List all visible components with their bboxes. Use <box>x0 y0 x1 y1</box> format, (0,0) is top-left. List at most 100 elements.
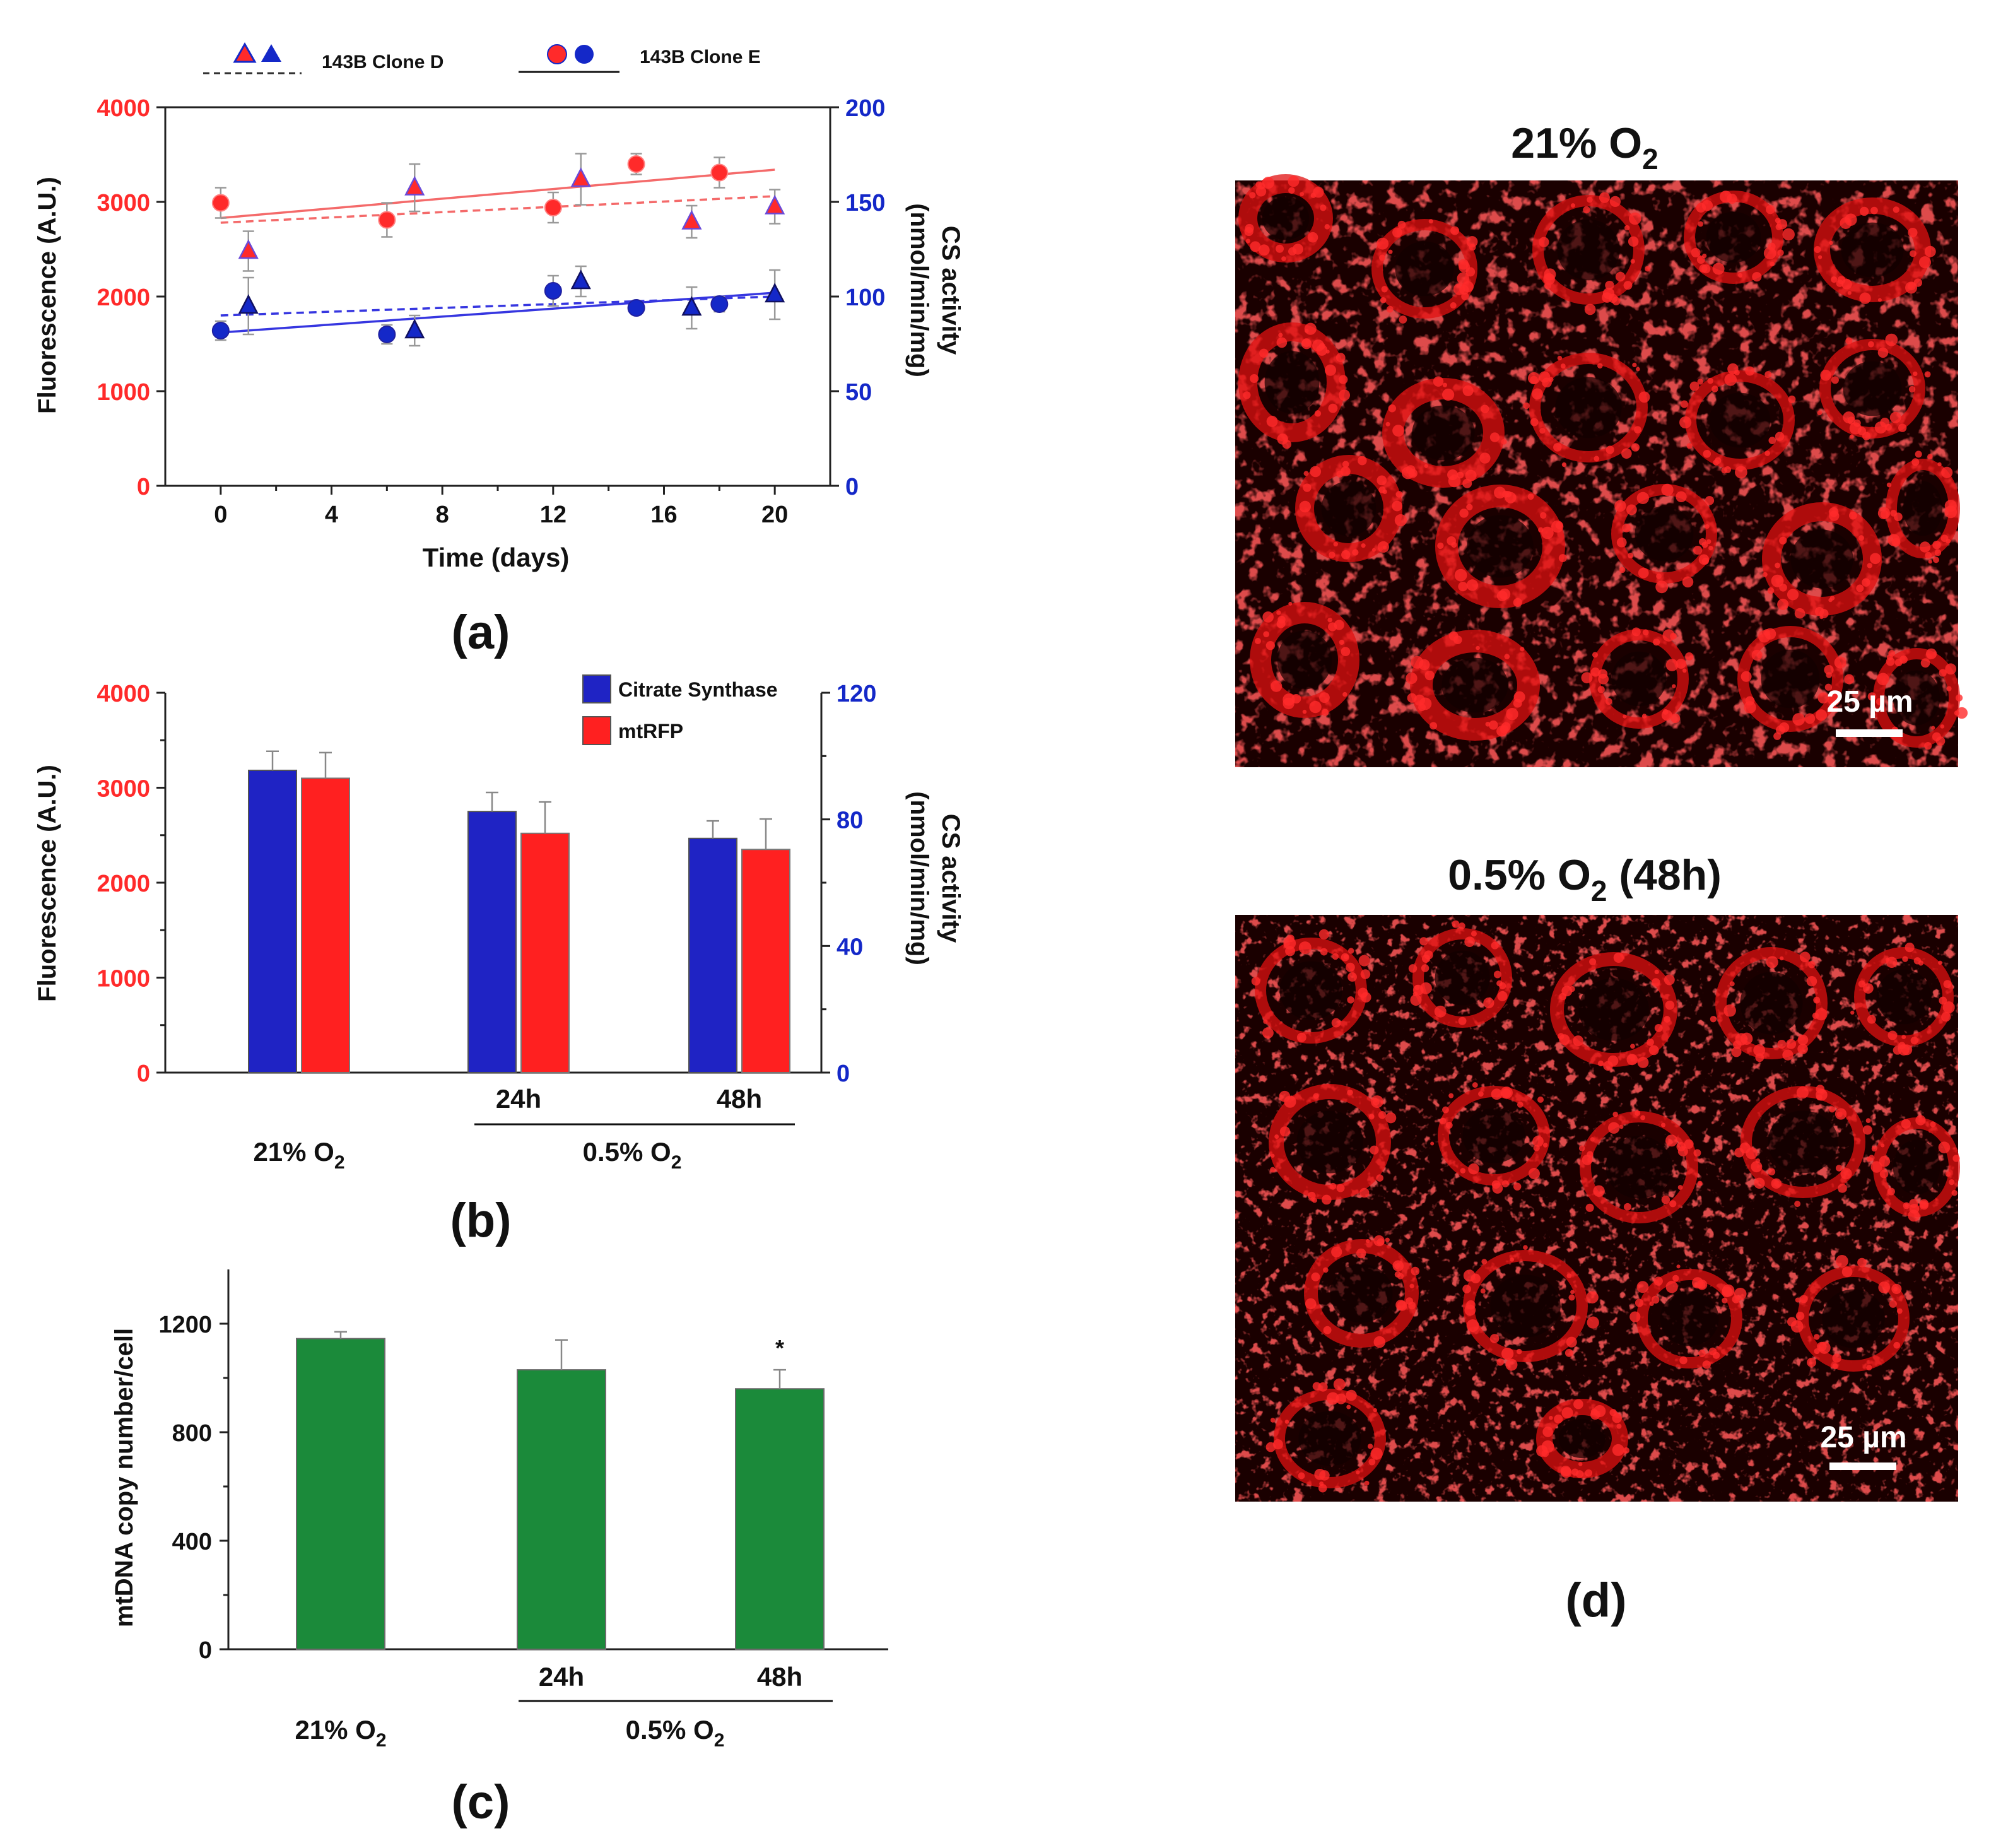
mito-dot <box>1635 1298 1644 1307</box>
mito-dot <box>1797 1044 1808 1054</box>
cell-nucleus <box>1262 196 1310 240</box>
mito-dot <box>1606 445 1614 454</box>
mito-dot <box>1583 206 1590 214</box>
mito-dot <box>1489 1334 1500 1343</box>
mito-dot <box>1697 1180 1703 1186</box>
mito-dot <box>1630 1044 1635 1049</box>
mito-dot <box>1341 550 1351 560</box>
mito-dot <box>1397 220 1406 229</box>
mito-dot <box>1807 1357 1817 1367</box>
mito-dot <box>1867 563 1872 568</box>
mito-dot <box>1779 956 1784 961</box>
mito-dot <box>1710 1016 1717 1023</box>
mito-dot <box>1392 227 1402 238</box>
mito-dot <box>1652 978 1660 987</box>
mito-dot <box>1952 1155 1960 1162</box>
mito-dot <box>1358 987 1368 998</box>
scale-bar-label-hypoxia: 25 µm <box>1820 1421 1906 1454</box>
mito-dot <box>1496 1358 1504 1366</box>
mito-dot <box>1945 663 1957 675</box>
mito-dot <box>1758 630 1771 643</box>
mito-dot <box>1298 941 1312 955</box>
mito-dot <box>1696 1280 1708 1290</box>
mito-dot <box>1310 192 1317 199</box>
mito-dot <box>1649 1301 1654 1307</box>
mito-dot <box>1433 376 1444 387</box>
mito-dot <box>1672 1274 1679 1282</box>
mito-dot <box>1877 673 1889 686</box>
mito-dot <box>1381 286 1388 293</box>
data-point-triangle <box>681 296 702 316</box>
mito-dot <box>1706 539 1711 544</box>
mito-dot <box>1320 948 1328 956</box>
mito-dot <box>1418 703 1426 711</box>
mito-dot <box>1651 1295 1660 1304</box>
mito-dot <box>1488 720 1498 730</box>
mito-dot <box>1450 226 1460 235</box>
mito-dot <box>1889 1300 1897 1308</box>
mito-dot <box>1266 415 1278 427</box>
data-point-triangle <box>681 209 702 230</box>
cell-nucleus <box>1435 950 1490 1006</box>
mito-dot <box>1607 1055 1619 1066</box>
mito-dot <box>1884 423 1892 431</box>
bar-mtdna <box>517 1369 606 1651</box>
mito-dot <box>1661 1195 1670 1204</box>
micrograph-title-normoxia-main: 21% O <box>1511 119 1642 167</box>
mito-dot <box>1635 1110 1641 1116</box>
y-tick-label-right-a: 0 <box>845 474 859 500</box>
mito-dot <box>1685 652 1694 661</box>
mito-dot <box>1584 303 1596 315</box>
mito-dot <box>1386 305 1394 313</box>
mito-dot <box>1939 996 1947 1005</box>
cell-nucleus <box>1296 1110 1363 1174</box>
mito-dot <box>1557 355 1563 361</box>
mito-dot <box>1491 1088 1503 1100</box>
mito-dot <box>1590 1410 1600 1420</box>
mito-dot <box>1408 964 1418 973</box>
mito-dot <box>1430 1141 1435 1146</box>
mito-dot <box>1770 261 1775 267</box>
mito-dot <box>1530 418 1539 427</box>
mito-dot <box>1847 416 1856 425</box>
mito-dot <box>1612 1444 1624 1456</box>
micrograph-title-hypoxia: 0.5% O2 (48h) <box>1448 851 1722 907</box>
mito-dot <box>1946 686 1952 692</box>
mito-dot <box>1777 249 1784 256</box>
mito-dot <box>1653 1276 1663 1286</box>
cell-nucleus <box>1555 377 1622 438</box>
mito-dot <box>1578 1145 1585 1151</box>
cell-nucleus <box>1462 1108 1525 1163</box>
mito-dot <box>1642 629 1649 636</box>
mito-dot <box>1867 692 1877 701</box>
mito-dot <box>1913 278 1923 287</box>
micrograph-hypoxia: 25 µm <box>1235 915 1960 1502</box>
data-point-circle <box>544 282 562 300</box>
mito-dot <box>1300 192 1305 197</box>
mito-dot <box>1411 656 1424 669</box>
cell-nucleus <box>1490 1274 1561 1338</box>
mito-dot <box>1815 709 1828 721</box>
mito-dot <box>1500 1086 1513 1099</box>
mito-dot <box>1849 434 1854 439</box>
mito-dot <box>1661 483 1674 497</box>
mito-dot <box>1447 536 1457 546</box>
mito-dot <box>1722 1297 1728 1304</box>
bar-mtrfp <box>520 832 570 1073</box>
mito-dot <box>1886 956 1898 968</box>
mito-dot <box>1560 363 1566 369</box>
mito-dot <box>1542 1427 1553 1437</box>
mito-dot <box>1368 1458 1376 1466</box>
mito-dot <box>1608 293 1618 303</box>
y-tick-label-right-a: 150 <box>845 190 885 216</box>
mito-dot <box>1278 333 1283 338</box>
mito-dot <box>1356 1470 1360 1474</box>
mito-dot <box>1307 232 1318 243</box>
cell-ring <box>1410 630 1540 741</box>
mito-dot <box>1302 709 1307 714</box>
category-label-24h-c: 24h <box>539 1662 584 1692</box>
mito-dot <box>1623 1447 1629 1454</box>
mito-dot <box>1251 977 1260 986</box>
mito-dot <box>1365 1239 1370 1244</box>
mito-dot <box>1452 920 1460 928</box>
